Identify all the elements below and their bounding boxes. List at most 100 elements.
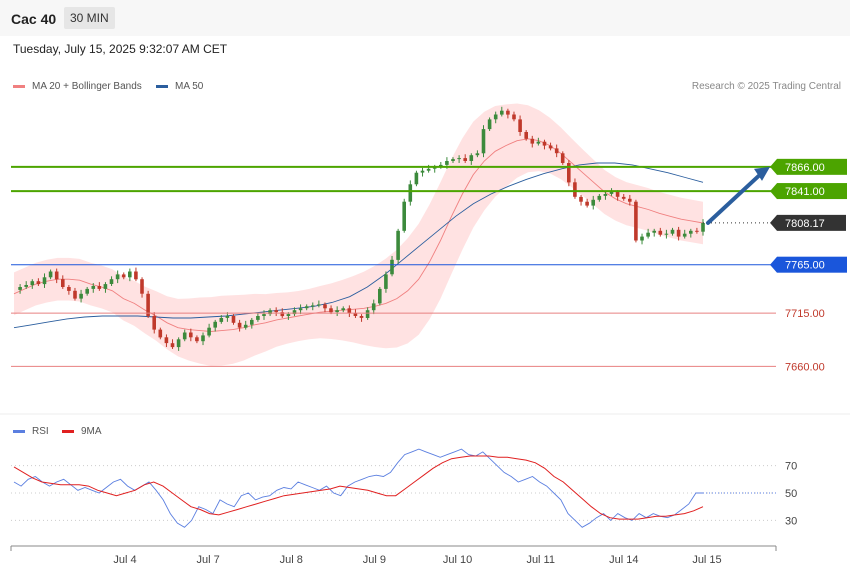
- resistance-level-tag[interactable]: [777, 158, 847, 175]
- candle-body[interactable]: [103, 284, 108, 289]
- candle-body[interactable]: [280, 312, 285, 317]
- candle-body[interactable]: [335, 310, 339, 313]
- candle-body[interactable]: [18, 287, 22, 290]
- candle-body[interactable]: [420, 170, 425, 173]
- candle-body[interactable]: [542, 141, 547, 146]
- candle-body[interactable]: [469, 155, 474, 161]
- candle-body[interactable]: [164, 337, 169, 344]
- candle-body[interactable]: [54, 271, 59, 280]
- candle-body[interactable]: [384, 274, 388, 289]
- candle-body[interactable]: [463, 158, 467, 161]
- candle-body[interactable]: [140, 279, 144, 294]
- candle-body[interactable]: [579, 196, 583, 202]
- candle-body[interactable]: [323, 304, 327, 309]
- candle-body[interactable]: [402, 201, 406, 231]
- candle-body[interactable]: [286, 314, 291, 316]
- candle-body[interactable]: [207, 327, 211, 336]
- candle-body[interactable]: [408, 184, 413, 202]
- candle-body[interactable]: [682, 233, 687, 237]
- candle-body[interactable]: [329, 308, 333, 313]
- candle-body[interactable]: [573, 182, 577, 197]
- candle-body[interactable]: [61, 279, 65, 287]
- candle-body[interactable]: [134, 271, 138, 280]
- candle-body[interactable]: [231, 316, 236, 323]
- candle-body[interactable]: [652, 230, 656, 233]
- candle-body[interactable]: [591, 199, 595, 206]
- candle-body[interactable]: [256, 316, 260, 320]
- candle-body[interactable]: [646, 232, 650, 237]
- candle-body[interactable]: [506, 110, 510, 115]
- candle-body[interactable]: [176, 339, 181, 348]
- candle-body[interactable]: [201, 335, 205, 342]
- candle-body[interactable]: [414, 172, 419, 185]
- candle-body[interactable]: [274, 310, 278, 313]
- candle-body[interactable]: [689, 230, 693, 234]
- candle-body[interactable]: [158, 329, 163, 338]
- candle-body[interactable]: [524, 132, 528, 139]
- candle-body[interactable]: [24, 285, 28, 287]
- candle-body[interactable]: [347, 308, 352, 314]
- candle-body[interactable]: [487, 119, 492, 130]
- candle-body[interactable]: [250, 319, 254, 325]
- candle-body[interactable]: [603, 194, 608, 196]
- candle-body[interactable]: [640, 236, 644, 241]
- candle-body[interactable]: [311, 305, 315, 307]
- timeframe-badge[interactable]: 30 MIN: [64, 7, 115, 29]
- candle-body[interactable]: [91, 286, 96, 289]
- candle-body[interactable]: [560, 153, 565, 163]
- candle-body[interactable]: [189, 332, 193, 338]
- resistance-level-tag[interactable]: [777, 183, 847, 200]
- candle-body[interactable]: [615, 192, 620, 197]
- candle-body[interactable]: [128, 271, 132, 278]
- candle-body[interactable]: [292, 310, 297, 315]
- candle-body[interactable]: [701, 223, 705, 232]
- candle-body[interactable]: [298, 308, 303, 311]
- candle-body[interactable]: [79, 293, 83, 299]
- candle-body[interactable]: [243, 324, 248, 328]
- candle-body[interactable]: [530, 138, 535, 144]
- candle-body[interactable]: [213, 321, 217, 328]
- candle-body[interactable]: [548, 145, 553, 149]
- candle-body[interactable]: [554, 148, 559, 154]
- candle-body[interactable]: [390, 259, 394, 275]
- candle-body[interactable]: [500, 110, 504, 115]
- candle-body[interactable]: [73, 290, 77, 299]
- candle-body[interactable]: [493, 114, 498, 120]
- candle-body[interactable]: [121, 274, 126, 278]
- candle-body[interactable]: [664, 233, 669, 235]
- candle-body[interactable]: [481, 129, 486, 154]
- candle-body[interactable]: [304, 306, 309, 309]
- candle-body[interactable]: [445, 161, 449, 165]
- candle-body[interactable]: [676, 229, 681, 237]
- candle-body[interactable]: [341, 308, 345, 311]
- candle-body[interactable]: [237, 322, 242, 328]
- candle-body[interactable]: [359, 316, 364, 318]
- candle-body[interactable]: [42, 277, 47, 285]
- candle-body[interactable]: [396, 230, 400, 260]
- candle-body[interactable]: [109, 279, 114, 284]
- candle-body[interactable]: [85, 288, 89, 294]
- candle-body[interactable]: [451, 159, 455, 161]
- candle-body[interactable]: [536, 141, 541, 144]
- candle-body[interactable]: [268, 310, 272, 315]
- candle-body[interactable]: [378, 288, 382, 304]
- candle-body[interactable]: [585, 201, 589, 206]
- candle-body[interactable]: [115, 274, 120, 280]
- candle-body[interactable]: [597, 195, 602, 200]
- candle-body[interactable]: [634, 201, 638, 241]
- candle-body[interactable]: [609, 192, 614, 194]
- candle-body[interactable]: [67, 287, 71, 291]
- candle-body[interactable]: [48, 271, 53, 278]
- candle-body[interactable]: [371, 303, 376, 311]
- candle-body[interactable]: [225, 316, 230, 318]
- candle-body[interactable]: [36, 281, 41, 285]
- candle-body[interactable]: [30, 281, 35, 286]
- candle-body[interactable]: [695, 230, 699, 232]
- candle-body[interactable]: [365, 310, 370, 318]
- candle-body[interactable]: [628, 198, 632, 202]
- candle-body[interactable]: [195, 337, 199, 342]
- support-level-tag[interactable]: [777, 256, 847, 273]
- candle-body[interactable]: [426, 168, 431, 171]
- candle-body[interactable]: [512, 114, 516, 120]
